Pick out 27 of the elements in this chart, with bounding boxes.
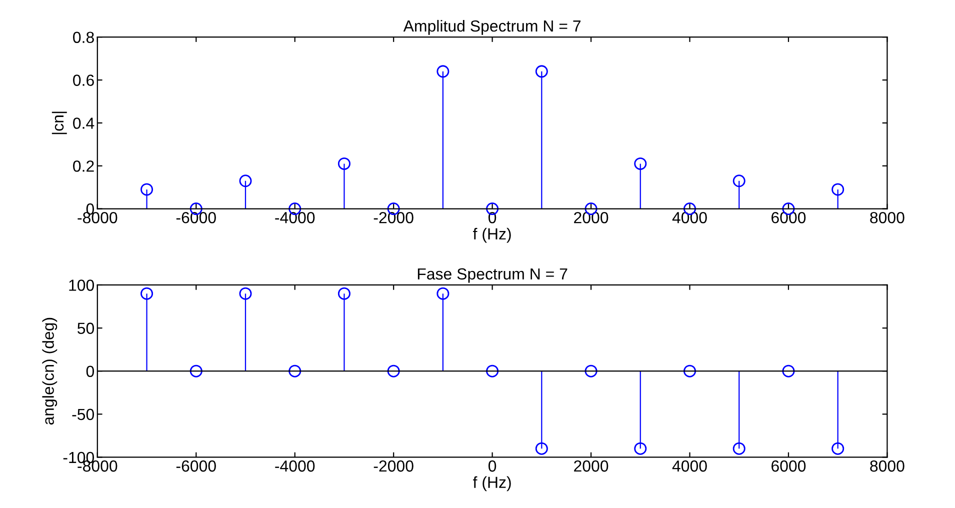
x-tick-label: 2000 — [574, 460, 608, 472]
x-tick-label: 4000 — [672, 460, 707, 472]
chart-title: Fase Spectrum N = 7 — [418, 268, 568, 283]
x-axis-title: f (Hz) — [473, 476, 511, 492]
x-tick-label: 8000 — [870, 460, 904, 472]
x-tick-label: -6000 — [176, 460, 216, 472]
y-tick-label: 0 — [86, 366, 94, 378]
y-tick-label: -50 — [72, 408, 94, 420]
y-tick-label: 0.2 — [73, 160, 94, 172]
y-tick-label: 0.4 — [73, 118, 94, 129]
y-tick-label: 0.8 — [73, 32, 94, 44]
x-tick-label: 0 — [488, 460, 496, 472]
y-tick-label: 50 — [78, 322, 94, 334]
x-tick-label: -6000 — [176, 212, 216, 224]
y-tick-label: 100 — [69, 280, 94, 291]
x-tick-label: 8000 — [870, 212, 904, 224]
y-axis-title: |cn| — [52, 112, 67, 134]
x-axis-title: f (Hz) — [473, 228, 511, 243]
x-tick-label: -2000 — [374, 460, 414, 472]
x-tick-label: -2000 — [374, 212, 414, 224]
chart-title: Amplitud Spectrum N = 7 — [403, 20, 580, 35]
x-tick-label: -4000 — [275, 212, 315, 224]
x-tick-label: 6000 — [772, 460, 806, 472]
y-axis-title: angle(cn) (deg) — [42, 318, 58, 425]
x-tick-label: 4000 — [672, 212, 707, 224]
y-tick-label: 0.6 — [73, 74, 94, 86]
x-tick-label: -4000 — [275, 460, 315, 472]
